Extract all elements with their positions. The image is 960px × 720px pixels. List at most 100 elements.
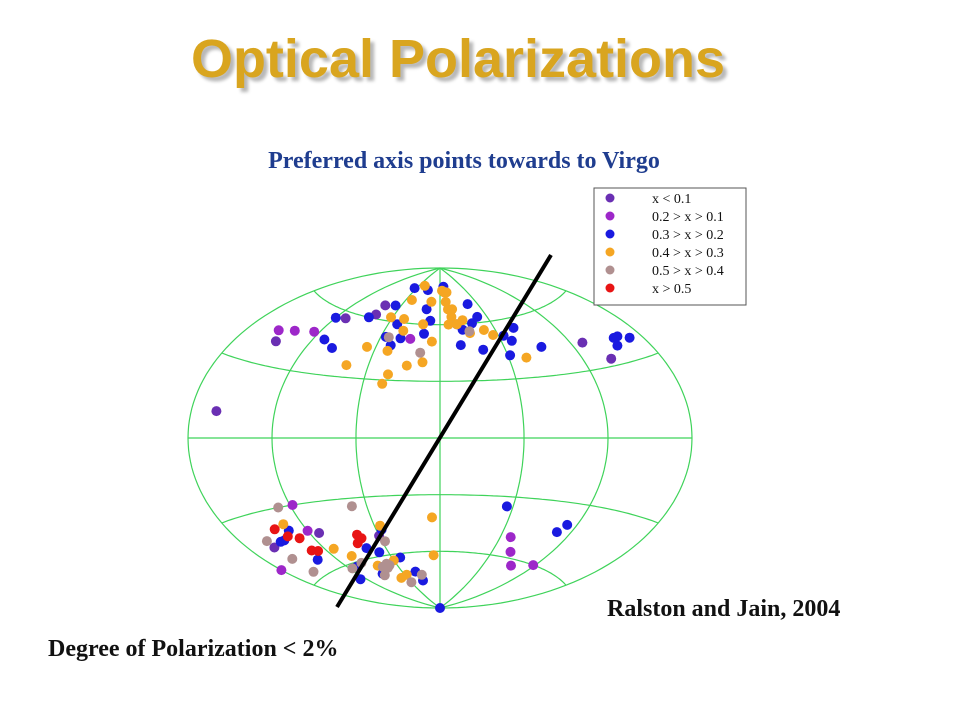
page-title: Optical Polarizations [190,29,726,89]
data-point [273,502,284,513]
data-point [506,560,516,571]
data-point [270,336,281,347]
data-point [383,369,393,380]
data-point [395,333,406,344]
data-point [390,300,401,311]
data-point [273,325,284,336]
data-point [415,347,426,358]
data-point [356,533,367,544]
data-point [355,574,366,585]
data-point [478,344,489,355]
data-point [447,304,458,315]
legend-marker [605,283,615,293]
preferred-axis-line [335,253,553,609]
data-point [375,520,385,531]
data-point [302,525,313,536]
data-point [501,501,512,512]
data-point [528,560,539,571]
data-point [462,299,473,310]
data-point [417,357,428,368]
data-point [327,343,337,353]
data-points [211,280,635,613]
data-point [416,569,427,580]
data-point [363,312,374,323]
data-point [341,360,352,371]
data-point [608,332,619,343]
data-point [505,350,516,361]
data-point [506,335,517,346]
data-point [309,326,320,337]
data-point [294,533,305,544]
data-point [340,313,351,324]
legend-label: 0.5 > x > 0.4 [652,264,724,279]
data-point [399,314,410,324]
legend-label: 0.4 > x > 0.3 [652,246,724,261]
citation: Ralston and Jain, 2004 [607,596,841,622]
data-point [443,319,454,330]
data-point [313,546,324,556]
data-point [455,340,466,351]
data-point [396,572,407,583]
data-point [405,333,416,344]
data-point [505,532,516,543]
data-point [287,500,298,510]
legend-marker [605,211,615,221]
legend-label: x < 0.1 [652,192,691,207]
data-point [521,352,532,363]
data-point [347,563,358,574]
data-point [562,519,573,530]
data-point [328,543,339,554]
data-point [346,551,357,561]
data-point [276,565,287,576]
data-point [380,536,390,547]
legend-label: x > 0.5 [652,282,691,297]
data-point [382,345,393,356]
data-point [312,554,323,565]
data-point [278,519,289,530]
data-point [346,501,357,512]
data-point [464,326,475,337]
data-point [612,340,623,351]
data-point [382,562,393,573]
data-point [427,512,437,523]
chart-subtitle: Preferred axis points towards to Virgo [268,148,660,174]
data-point [421,304,432,315]
data-point [428,550,439,561]
parallel-line [313,290,567,326]
data-point [441,287,452,298]
data-point [362,341,372,352]
data-point [457,315,468,326]
data-point [435,603,445,613]
data-point [330,312,341,323]
legend-marker [605,247,615,257]
data-point [419,280,430,291]
data-point [406,295,417,305]
data-point [409,283,420,294]
data-point [377,378,388,389]
data-point [401,360,412,371]
data-point [478,325,489,335]
data-point [551,527,562,538]
legend-box [593,187,747,306]
polarization-note: Degree of Polarization < 2% [48,636,339,662]
data-point [269,524,280,535]
data-point [379,570,390,581]
data-point [488,330,499,340]
legend-label: 0.3 > x > 0.2 [652,228,724,243]
preferred-axis [335,253,553,609]
data-point [508,322,519,333]
data-point [314,528,325,538]
data-point [289,325,300,336]
data-point [418,319,429,330]
data-point [308,566,319,577]
data-point [606,353,617,364]
data-point [406,577,417,588]
data-point [446,311,457,322]
data-point [287,553,298,564]
data-point [398,325,409,336]
data-point [374,547,385,558]
legend-marker [605,265,615,275]
legend-marker [605,229,615,239]
data-point [211,406,222,417]
